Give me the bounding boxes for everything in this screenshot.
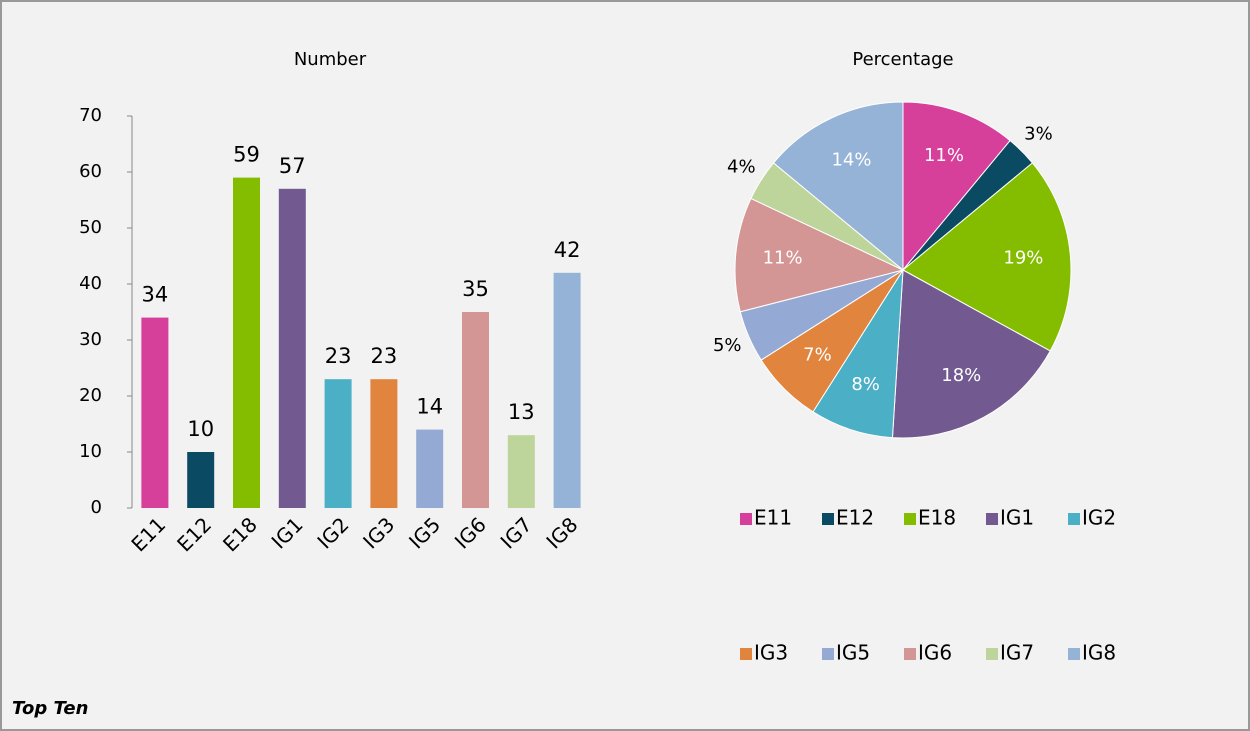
data-label: 57 — [279, 154, 306, 178]
data-label: 14 — [416, 395, 443, 419]
legend-swatch — [1068, 513, 1080, 525]
legend-label: E12 — [836, 506, 874, 530]
data-label: 42 — [554, 238, 581, 262]
legend-label: IG3 — [754, 641, 788, 665]
data-label: 59 — [233, 143, 260, 167]
y-tick-label: 30 — [79, 329, 102, 350]
pie-slice — [772, 101, 904, 272]
legend-label: E11 — [754, 506, 792, 530]
bar — [278, 188, 306, 509]
y-tick-label: 20 — [79, 385, 102, 406]
legend-label: IG6 — [918, 641, 952, 665]
legend-label: IG8 — [1082, 641, 1116, 665]
bar — [507, 435, 535, 508]
y-tick-label: 70 — [79, 105, 102, 126]
data-label: 23 — [325, 344, 352, 368]
bar — [324, 379, 352, 508]
legend-swatch — [1068, 648, 1080, 660]
data-label: 35 — [462, 277, 489, 301]
bar — [462, 312, 489, 508]
y-tick-label: 40 — [79, 273, 102, 294]
bar — [553, 272, 581, 508]
legend-label: IG1 — [1000, 506, 1034, 530]
data-label: 14% — [831, 150, 871, 171]
bar — [141, 317, 169, 508]
pie-slice — [891, 269, 1051, 439]
data-label: 23 — [371, 344, 398, 368]
y-tick-label: 60 — [79, 161, 102, 182]
legend-label: E18 — [918, 506, 956, 530]
data-label: 13 — [508, 400, 535, 424]
legend-swatch — [904, 648, 916, 660]
data-label: 4% — [727, 156, 756, 177]
caption: Top Ten — [12, 698, 88, 719]
pie-slice — [902, 101, 1011, 272]
legend-swatch — [822, 648, 834, 660]
legend-swatch — [986, 648, 998, 660]
legend-label: IG7 — [1000, 641, 1034, 665]
bar-title: Number — [294, 49, 367, 70]
data-label: 10 — [187, 417, 214, 441]
pie-title: Percentage — [852, 49, 953, 70]
bar — [416, 429, 444, 508]
legend-swatch — [904, 513, 916, 525]
pie-slice — [734, 197, 905, 313]
bar — [370, 379, 398, 508]
legend-label: IG5 — [836, 641, 870, 665]
data-label: 11% — [924, 145, 964, 166]
y-tick-label: 10 — [79, 441, 102, 462]
y-tick-label: 0 — [91, 497, 102, 518]
legend-swatch — [740, 513, 752, 525]
data-label: 3% — [1024, 124, 1053, 145]
data-label: 8% — [851, 374, 880, 395]
legend-swatch — [740, 648, 752, 660]
y-tick-label: 50 — [79, 217, 102, 238]
bar — [233, 177, 260, 508]
data-label: 34 — [142, 283, 169, 307]
bar — [187, 452, 215, 508]
legend-swatch — [986, 513, 998, 525]
pie-slice — [902, 162, 1072, 352]
legend-label: IG2 — [1082, 506, 1116, 530]
data-label: 5% — [713, 335, 742, 356]
data-label: 18% — [941, 365, 981, 386]
data-label: 7% — [803, 345, 832, 366]
legend-swatch — [822, 513, 834, 525]
data-label: 19% — [1003, 248, 1043, 269]
data-label: 11% — [763, 248, 803, 269]
